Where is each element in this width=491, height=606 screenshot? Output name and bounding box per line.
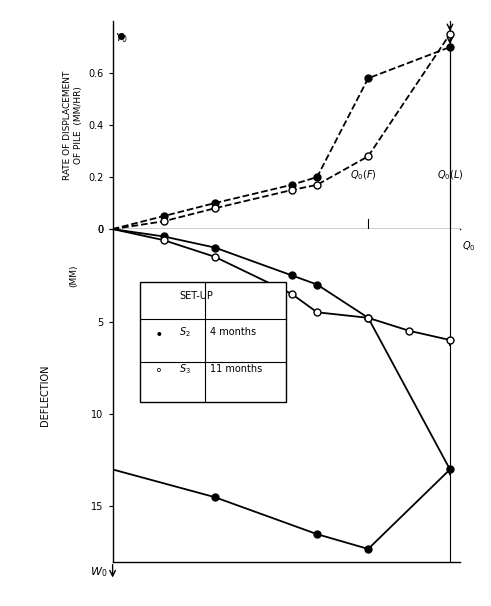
- Text: $W_0$: $W_0$: [90, 565, 108, 579]
- FancyBboxPatch shape: [140, 282, 286, 402]
- Text: SET-UP: SET-UP: [179, 291, 213, 301]
- Y-axis label: DEFLECTION: DEFLECTION: [40, 365, 50, 426]
- Text: $S_3$: $S_3$: [179, 362, 191, 376]
- Text: $Q_0(L)$: $Q_0(L)$: [436, 168, 463, 182]
- Text: $\bullet$: $\bullet$: [154, 325, 162, 339]
- Text: $S_2$: $S_2$: [179, 325, 191, 339]
- Y-axis label: RATE OF DISPLACEMENT
OF PILE  (MM/HR): RATE OF DISPLACEMENT OF PILE (MM/HR): [63, 70, 82, 180]
- Text: 4 months: 4 months: [210, 327, 256, 338]
- Text: 250: 250: [359, 271, 378, 281]
- Text: $Q_0(F)$: $Q_0(F)$: [350, 168, 377, 182]
- Text: 330: 330: [441, 271, 459, 281]
- Text: AXIAL  LOAD  ↓  (KN): AXIAL LOAD ↓ (KN): [235, 255, 338, 265]
- Text: (MM): (MM): [69, 264, 78, 287]
- Text: $Q_0$: $Q_0$: [462, 239, 476, 253]
- Text: $\circ$: $\circ$: [154, 362, 162, 375]
- Text: 11 months: 11 months: [210, 364, 262, 374]
- Text: $Y_0$: $Y_0$: [115, 32, 128, 45]
